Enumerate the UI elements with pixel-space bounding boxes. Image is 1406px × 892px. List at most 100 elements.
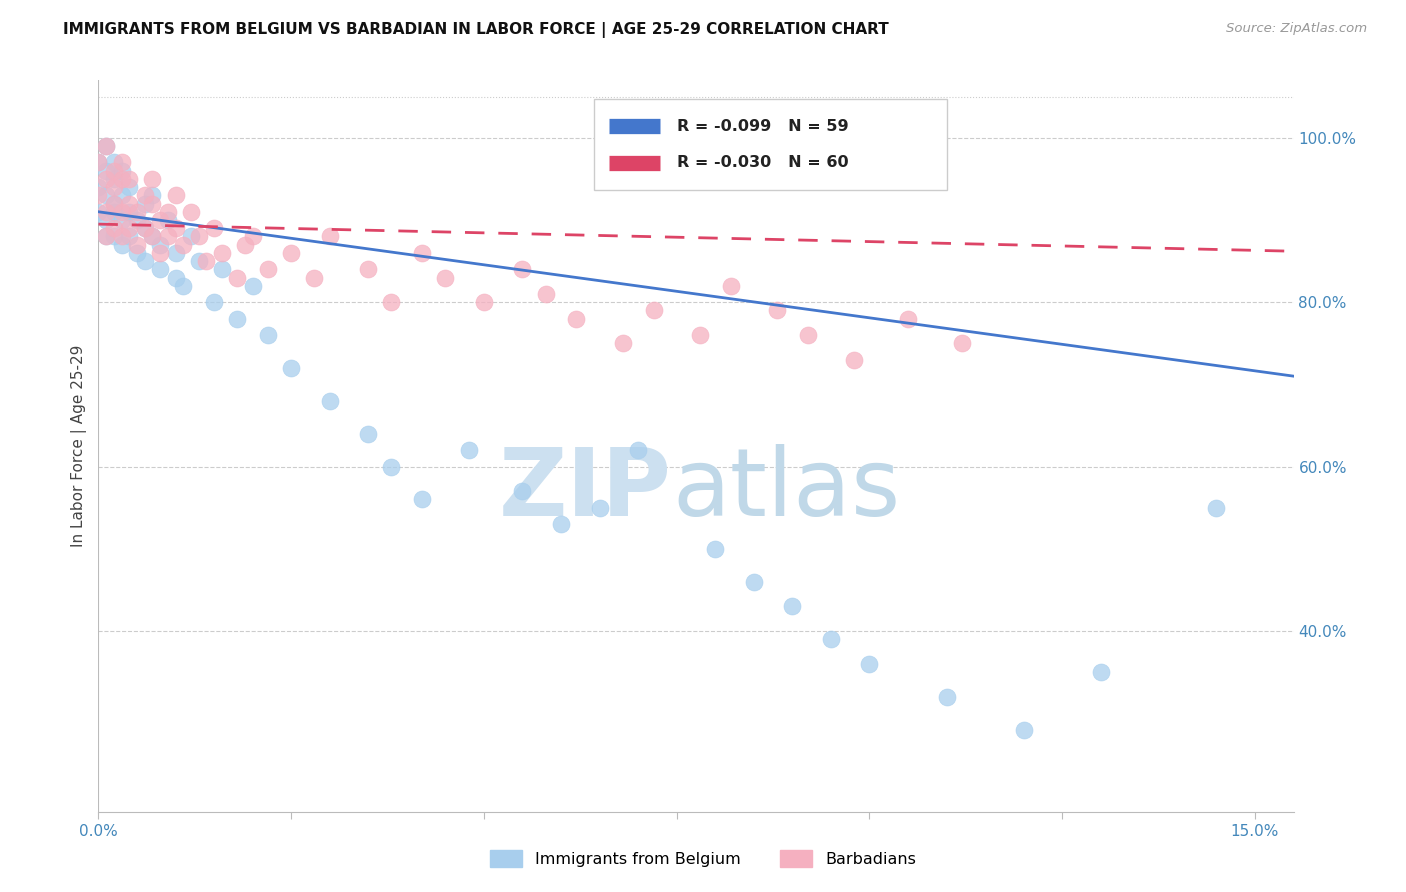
Point bbox=[165, 245, 187, 260]
Point bbox=[565, 311, 588, 326]
Point bbox=[149, 245, 172, 260]
Point bbox=[134, 196, 156, 211]
Point bbox=[858, 657, 880, 671]
Point bbox=[226, 311, 249, 326]
Point bbox=[242, 278, 264, 293]
Point bbox=[380, 295, 402, 310]
Point bbox=[512, 262, 534, 277]
Point bbox=[797, 328, 820, 343]
Point bbox=[94, 229, 117, 244]
Point bbox=[103, 155, 125, 169]
Point bbox=[180, 229, 202, 244]
Point bbox=[202, 221, 225, 235]
Point bbox=[280, 245, 302, 260]
Point bbox=[125, 213, 148, 227]
Point bbox=[110, 213, 132, 227]
Point bbox=[94, 139, 117, 153]
Point bbox=[512, 484, 534, 499]
Point bbox=[242, 229, 264, 244]
Point bbox=[643, 303, 665, 318]
Point bbox=[134, 221, 156, 235]
Point bbox=[103, 204, 125, 219]
Point bbox=[612, 336, 634, 351]
Point bbox=[211, 262, 233, 277]
Point bbox=[118, 221, 141, 235]
Point bbox=[766, 303, 789, 318]
Point bbox=[411, 245, 433, 260]
Point bbox=[134, 254, 156, 268]
Point bbox=[165, 221, 187, 235]
Point bbox=[357, 426, 380, 441]
Point bbox=[141, 172, 163, 186]
Point bbox=[118, 229, 141, 244]
Point bbox=[935, 690, 957, 704]
Point bbox=[720, 278, 742, 293]
Point bbox=[103, 229, 125, 244]
Point bbox=[226, 270, 249, 285]
Point bbox=[149, 262, 172, 277]
Point bbox=[103, 221, 125, 235]
FancyBboxPatch shape bbox=[595, 99, 948, 190]
Point bbox=[134, 221, 156, 235]
Point bbox=[141, 196, 163, 211]
Point bbox=[118, 172, 141, 186]
Point bbox=[380, 459, 402, 474]
Point bbox=[125, 237, 148, 252]
Point bbox=[110, 204, 132, 219]
Point bbox=[627, 443, 650, 458]
Point bbox=[202, 295, 225, 310]
Point bbox=[94, 204, 117, 219]
Point bbox=[172, 237, 194, 252]
Point bbox=[87, 180, 110, 194]
Point bbox=[211, 245, 233, 260]
Point bbox=[950, 336, 973, 351]
Point bbox=[125, 245, 148, 260]
Point bbox=[195, 254, 218, 268]
Point bbox=[588, 500, 610, 515]
Text: ZIP: ZIP bbox=[499, 444, 672, 536]
Point bbox=[141, 229, 163, 244]
Point bbox=[94, 139, 117, 153]
Point bbox=[110, 172, 132, 186]
Point bbox=[87, 188, 110, 202]
Point bbox=[897, 311, 920, 326]
Point bbox=[534, 287, 557, 301]
Text: R = -0.099   N = 59: R = -0.099 N = 59 bbox=[676, 119, 848, 134]
Point bbox=[156, 213, 179, 227]
Point bbox=[103, 172, 125, 186]
Point bbox=[550, 517, 572, 532]
Text: atlas: atlas bbox=[672, 444, 900, 536]
Point bbox=[187, 229, 209, 244]
Point bbox=[457, 443, 479, 458]
Point bbox=[87, 155, 110, 169]
Point bbox=[110, 237, 132, 252]
Point bbox=[257, 328, 280, 343]
Point bbox=[689, 328, 711, 343]
Point bbox=[156, 229, 179, 244]
Point bbox=[149, 237, 172, 252]
Point bbox=[103, 180, 125, 194]
Point bbox=[187, 254, 209, 268]
Point bbox=[820, 632, 842, 647]
Point bbox=[94, 213, 117, 227]
Y-axis label: In Labor Force | Age 25-29: In Labor Force | Age 25-29 bbox=[72, 345, 87, 547]
Point bbox=[118, 180, 141, 194]
Point bbox=[357, 262, 380, 277]
Point bbox=[704, 541, 727, 556]
Point bbox=[1090, 665, 1112, 679]
Point bbox=[319, 229, 342, 244]
Point bbox=[156, 204, 179, 219]
Point bbox=[842, 352, 865, 367]
Point bbox=[257, 262, 280, 277]
Point bbox=[304, 270, 326, 285]
Point bbox=[233, 237, 256, 252]
Point bbox=[110, 188, 132, 202]
Point bbox=[118, 204, 141, 219]
Point bbox=[94, 229, 117, 244]
Point bbox=[1012, 723, 1035, 737]
Legend: Immigrants from Belgium, Barbadians: Immigrants from Belgium, Barbadians bbox=[484, 843, 922, 873]
Point bbox=[118, 196, 141, 211]
Point bbox=[125, 204, 148, 219]
Point bbox=[782, 599, 804, 614]
Point bbox=[103, 163, 125, 178]
